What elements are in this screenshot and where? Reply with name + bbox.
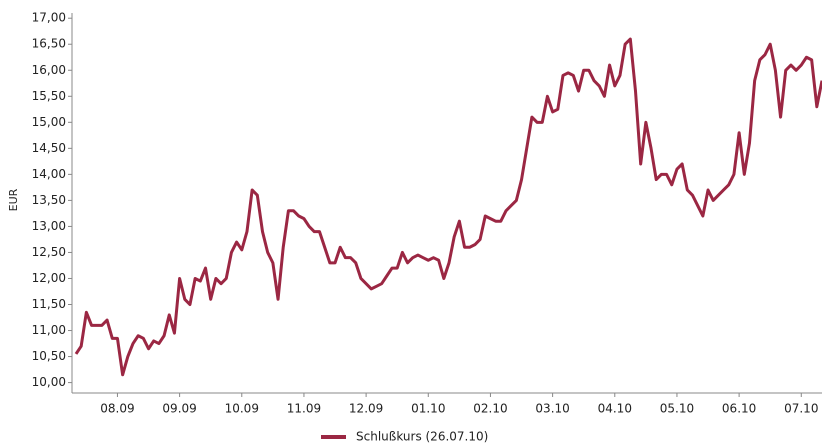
y-tick-label: 16,50 [32, 37, 66, 51]
y-tick-label: 11,50 [32, 297, 66, 311]
y-tick-label: 12,50 [32, 245, 66, 259]
y-tick-label: 17,00 [32, 11, 66, 25]
x-tick-label: 03.10 [535, 402, 569, 416]
x-tick-label: 11.09 [287, 402, 321, 416]
line-series [74, 37, 822, 377]
y-tick-label: 13,00 [32, 219, 66, 233]
x-tick-label: 08.09 [100, 402, 134, 416]
x-tick-label: 04.10 [598, 402, 632, 416]
y-axis-label: EUR [7, 188, 20, 211]
y-tick-label: 10,50 [32, 349, 66, 363]
x-tick-label: 10.09 [225, 402, 259, 416]
y-tick-label: 11,00 [32, 323, 66, 337]
y-tick-label: 13,50 [32, 193, 66, 207]
y-tick-label: 10,00 [32, 375, 66, 389]
y-tick-label: 14,00 [32, 167, 66, 181]
y-tick-label: 14,50 [32, 141, 66, 155]
x-tick-label: 12.09 [349, 402, 383, 416]
legend-label: Schlußkurs (26.07.10) [356, 430, 488, 444]
x-tick-label: 02.10 [473, 402, 507, 416]
y-tick-label: 12,00 [32, 271, 66, 285]
y-tick-label: 16,00 [32, 63, 66, 77]
x-tick-label: 06.10 [722, 402, 756, 416]
y-tick-label: 15,00 [32, 115, 66, 129]
x-tick-label: 07.10 [784, 402, 818, 416]
x-tick-label: 01.10 [411, 402, 445, 416]
y-tick-label: 15,50 [32, 89, 66, 103]
x-tick-label: 05.10 [660, 402, 694, 416]
x-tick-label: 09.09 [162, 402, 196, 416]
